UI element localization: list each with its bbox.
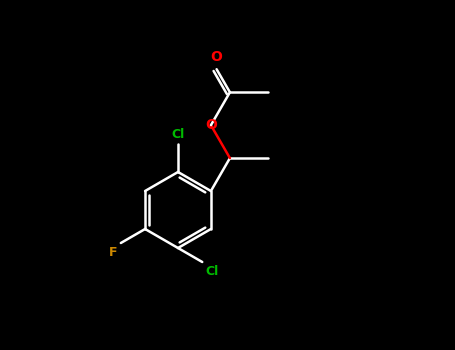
Text: Cl: Cl	[172, 128, 185, 141]
Text: O: O	[211, 50, 222, 64]
Text: O: O	[205, 118, 217, 132]
Text: F: F	[109, 246, 118, 259]
Text: Cl: Cl	[205, 265, 218, 278]
